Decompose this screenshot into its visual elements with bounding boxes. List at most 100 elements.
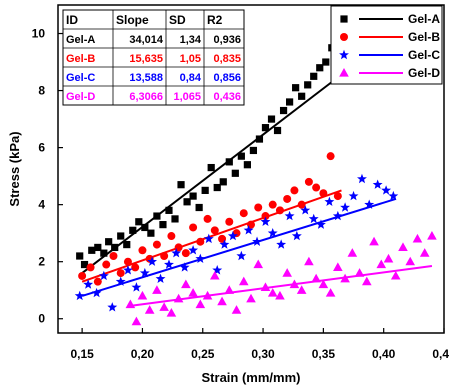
data-point-gel-a (279, 106, 288, 115)
data-point-gel-b (78, 271, 87, 280)
data-point-gel-d (210, 270, 220, 280)
legend-marker-gel-a (340, 15, 348, 23)
data-point-gel-b (93, 277, 102, 286)
data-point-gel-b (261, 212, 270, 221)
data-point-gel-a (105, 238, 113, 246)
x-tick-label: 0,30 (251, 347, 275, 361)
stats-table-cell: Gel-C (66, 72, 95, 84)
data-point-gel-a (141, 223, 149, 232)
data-point-gel-b (167, 232, 176, 241)
data-point-gel-d (173, 293, 184, 303)
data-point-gel-b (152, 240, 161, 249)
data-point-gel-a (213, 183, 221, 192)
fit-line-gel-c (81, 197, 397, 297)
stats-table-cell: Gel-D (66, 91, 95, 103)
data-point-gel-b (268, 200, 277, 209)
stats-table-cell: 1,05 (180, 53, 201, 65)
data-point-gel-d (340, 273, 350, 283)
data-point-gel-a (273, 126, 282, 135)
y-tick-label: 0 (38, 312, 45, 326)
data-point-gel-c (83, 279, 94, 289)
stats-table-cell: 6,3066 (129, 91, 163, 103)
data-point-gel-c (219, 239, 230, 249)
data-point-gel-a (231, 169, 239, 177)
data-point-gel-b (203, 214, 212, 223)
data-point-gel-b (326, 152, 335, 161)
data-point-gel-d (405, 256, 416, 266)
data-point-gel-a (201, 186, 209, 194)
data-point-gel-a (117, 232, 125, 240)
x-tick-label: 0,40 (372, 347, 396, 361)
data-point-gel-d (282, 268, 292, 277)
data-point-gel-b (160, 251, 169, 260)
data-point-gel-d (181, 279, 191, 289)
data-point-gel-b (109, 251, 118, 260)
data-point-gel-d (398, 242, 408, 252)
legend-marker-gel-d (339, 68, 349, 77)
y-tick-label: 4 (38, 198, 45, 212)
data-point-gel-d (253, 259, 264, 269)
legend-label-gel-c: Gel-C (408, 48, 440, 62)
data-point-gel-c (203, 233, 214, 244)
data-point-gel-b (254, 203, 263, 212)
stats-table-cell: 1,065 (173, 91, 201, 103)
stats-table-header: SD (169, 13, 186, 27)
data-point-gel-c (291, 230, 302, 241)
data-point-gel-d (125, 299, 136, 309)
data-point-gel-d (231, 305, 242, 314)
data-point-gel-b (319, 189, 328, 198)
data-point-gel-d (419, 248, 430, 257)
stats-table-cell: 0,936 (213, 34, 241, 46)
data-point-gel-b (138, 246, 147, 255)
data-point-gel-d (188, 288, 198, 297)
data-point-gel-c (227, 230, 238, 241)
data-point-gel-a (249, 146, 258, 155)
data-point-gel-d (224, 285, 235, 294)
data-point-gel-a (165, 206, 173, 214)
legend-marker-gel-c (339, 49, 349, 60)
data-point-gel-b (297, 200, 306, 209)
data-point-gel-b (290, 186, 299, 195)
data-point-gel-d (275, 290, 285, 300)
data-point-gel-a (237, 152, 245, 160)
legend-label-gel-a: Gel-A (408, 12, 440, 26)
data-point-gel-a (219, 178, 227, 186)
data-point-gel-a (225, 158, 233, 166)
x-tick-label: 0,35 (312, 347, 336, 361)
data-point-gel-a (243, 161, 251, 169)
data-point-gel-a (159, 221, 167, 229)
data-point-gel-c (267, 227, 278, 238)
x-tick-label: 0,45 (432, 347, 449, 361)
data-point-gel-d (152, 285, 162, 294)
data-point-gel-d (267, 288, 278, 297)
data-point-gel-b (225, 217, 234, 226)
data-point-gel-d (195, 299, 206, 309)
data-point-gel-c (188, 245, 199, 255)
data-point-gel-b (283, 194, 292, 203)
x-tick-label: 0,20 (131, 347, 155, 361)
data-point-gel-c (164, 259, 174, 269)
data-point-gel-b (275, 206, 284, 215)
stats-table-cell: 0,84 (180, 72, 202, 84)
data-point-gel-d (246, 293, 256, 303)
data-point-gel-d (137, 290, 148, 300)
data-point-gel-c (131, 282, 142, 292)
data-point-gel-a (298, 92, 306, 100)
data-point-gel-b (312, 183, 321, 192)
data-point-gel-c (98, 270, 109, 281)
data-point-gel-b (333, 192, 342, 201)
data-point-gel-a (135, 218, 143, 226)
data-point-gel-c (364, 199, 375, 209)
data-point-gel-c (139, 267, 150, 278)
data-point-gel-c (316, 219, 326, 229)
data-point-gel-d (369, 236, 379, 246)
data-point-gel-c (236, 250, 247, 261)
data-point-gel-a (286, 98, 294, 106)
data-point-gel-b (196, 237, 205, 246)
stats-table-header: R2 (207, 13, 223, 27)
x-tick-label: 0,25 (191, 347, 215, 361)
data-point-gel-d (311, 273, 321, 283)
x-tick-label: 0,15 (70, 347, 94, 361)
data-point-gel-d (260, 282, 271, 291)
data-point-gel-d (412, 233, 423, 243)
